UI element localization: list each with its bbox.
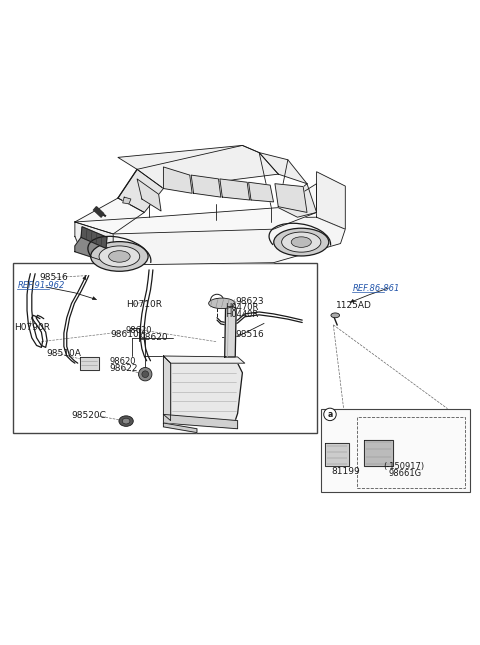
- Text: a: a: [215, 297, 220, 306]
- Text: 98622: 98622: [110, 364, 138, 373]
- Text: 98623: 98623: [235, 297, 264, 306]
- Bar: [322, 409, 470, 492]
- Polygon shape: [118, 145, 278, 188]
- Polygon shape: [94, 206, 104, 217]
- Ellipse shape: [282, 232, 321, 252]
- Text: REF.86-861: REF.86-861: [352, 284, 400, 293]
- Text: (-150917): (-150917): [384, 462, 425, 471]
- Polygon shape: [75, 198, 144, 234]
- Ellipse shape: [99, 246, 140, 267]
- Ellipse shape: [119, 416, 133, 426]
- Polygon shape: [364, 440, 393, 466]
- Bar: [12, 263, 317, 433]
- Circle shape: [139, 368, 152, 381]
- Text: REF.91-962: REF.91-962: [17, 281, 65, 290]
- Circle shape: [210, 294, 224, 308]
- Polygon shape: [317, 172, 345, 229]
- Text: 98510A: 98510A: [46, 349, 81, 357]
- Ellipse shape: [108, 251, 130, 263]
- Text: 1125AD: 1125AD: [336, 301, 372, 310]
- Text: 81199: 81199: [331, 468, 360, 476]
- Ellipse shape: [122, 418, 130, 424]
- Text: 98610: 98610: [111, 330, 140, 339]
- Polygon shape: [220, 179, 250, 200]
- Polygon shape: [163, 356, 170, 421]
- Polygon shape: [275, 184, 307, 212]
- Polygon shape: [163, 356, 245, 363]
- Ellipse shape: [209, 298, 235, 308]
- Text: a: a: [327, 410, 333, 419]
- Ellipse shape: [91, 242, 148, 272]
- Text: 98661G: 98661G: [388, 469, 421, 478]
- Text: 98620: 98620: [140, 333, 168, 342]
- Polygon shape: [75, 217, 345, 265]
- Text: H0470R: H0470R: [225, 303, 258, 312]
- Polygon shape: [75, 184, 317, 234]
- Polygon shape: [118, 170, 163, 212]
- Polygon shape: [170, 363, 242, 421]
- Bar: [357, 417, 465, 488]
- Polygon shape: [249, 183, 274, 202]
- Ellipse shape: [274, 228, 329, 256]
- Polygon shape: [259, 153, 307, 184]
- Polygon shape: [163, 423, 197, 433]
- Text: H0790R: H0790R: [14, 322, 50, 332]
- Polygon shape: [325, 443, 349, 466]
- Ellipse shape: [331, 313, 339, 318]
- Ellipse shape: [291, 237, 312, 248]
- Text: H0710R: H0710R: [126, 300, 162, 309]
- Polygon shape: [163, 167, 192, 194]
- Text: 98516: 98516: [235, 330, 264, 339]
- Text: H0440R: H0440R: [225, 310, 258, 319]
- Polygon shape: [278, 184, 317, 217]
- Polygon shape: [191, 175, 221, 197]
- Polygon shape: [75, 212, 113, 265]
- Text: 98520C: 98520C: [72, 412, 107, 421]
- Polygon shape: [123, 197, 131, 204]
- Text: 98516: 98516: [39, 273, 68, 282]
- Circle shape: [142, 371, 149, 377]
- Text: 98620: 98620: [125, 326, 152, 335]
- Polygon shape: [81, 227, 107, 248]
- Polygon shape: [75, 237, 113, 264]
- Circle shape: [324, 408, 336, 421]
- Text: 98620: 98620: [110, 357, 136, 366]
- Polygon shape: [163, 414, 238, 429]
- Polygon shape: [225, 303, 236, 357]
- Polygon shape: [80, 357, 99, 370]
- Polygon shape: [137, 179, 161, 211]
